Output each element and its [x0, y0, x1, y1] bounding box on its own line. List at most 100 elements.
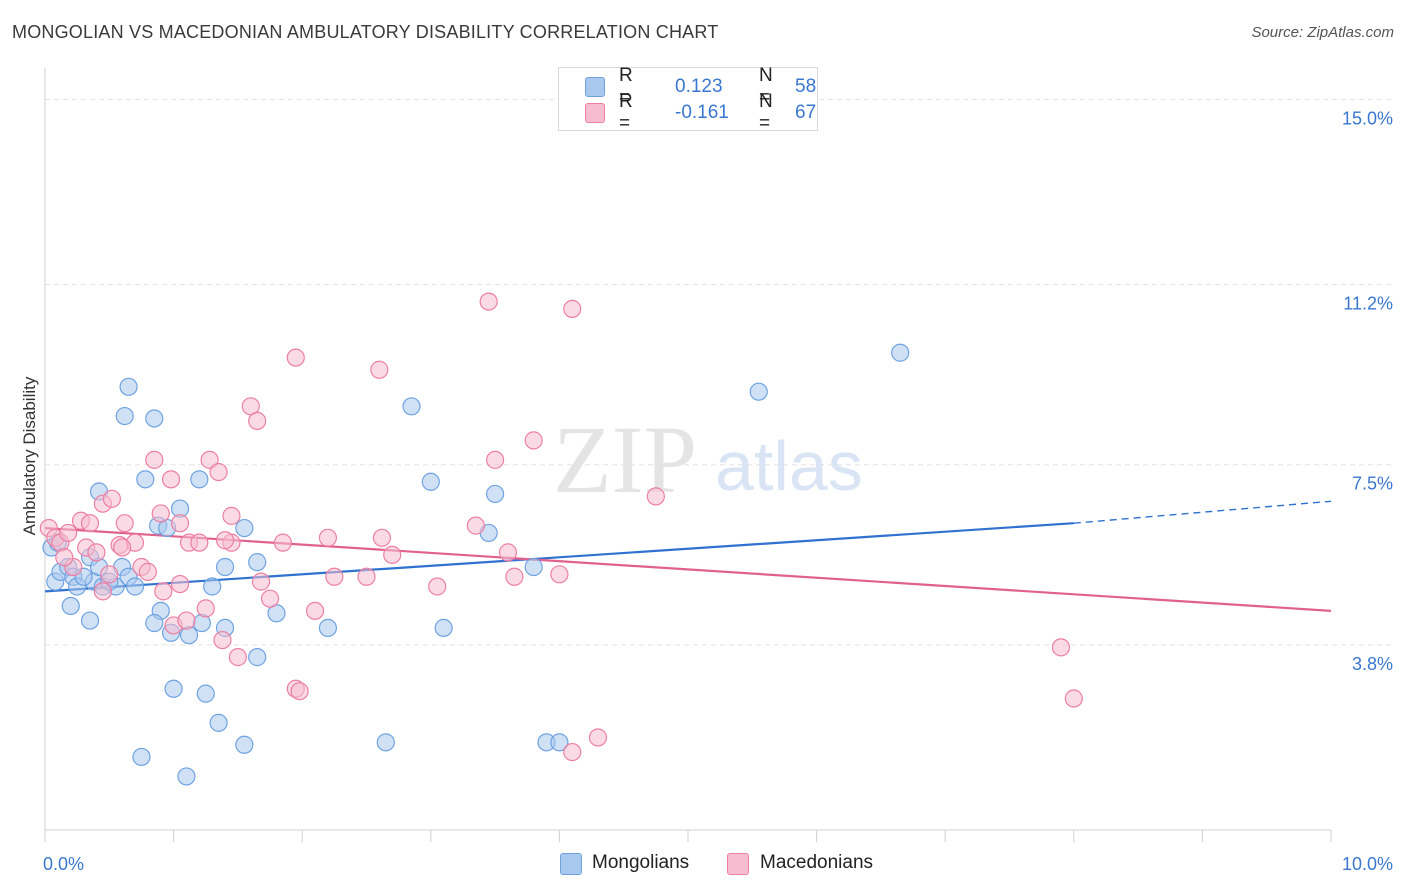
macedonian-point — [646, 487, 665, 506]
macedonian-point — [59, 523, 78, 543]
mongolian-point — [891, 343, 910, 362]
y-tick-label: 7.5% — [1352, 474, 1393, 494]
macedonian-point — [305, 601, 325, 620]
mongolian-point — [61, 596, 80, 616]
macedonian-point — [102, 489, 121, 508]
mongolian-point — [119, 377, 138, 396]
legend-n-value: 67 — [795, 102, 817, 123]
mongolian-point — [177, 767, 196, 786]
macedonian-point — [498, 543, 518, 562]
legend-swatch-macedonians — [727, 853, 749, 875]
watermark-atlas: atlas — [715, 427, 863, 505]
mongolian-point — [125, 577, 145, 596]
y-axis-title: Ambulatory Disability — [20, 376, 39, 535]
macedonian-point — [115, 514, 134, 533]
macedonian-point — [486, 450, 505, 469]
legend-label-macedonians: Macedonians — [760, 852, 874, 873]
macedonian-point — [479, 292, 498, 311]
macedonian-trend-line — [44, 526, 1332, 612]
macedonian-point — [113, 538, 132, 557]
macedonian-point — [1051, 638, 1071, 657]
y-tick-label: 3.8% — [1352, 654, 1393, 674]
mongolian-point — [421, 472, 440, 491]
chart-title: MONGOLIAN VS MACEDONIAN AMBULATORY DISAB… — [12, 22, 719, 42]
mongolian-point — [136, 470, 155, 489]
y-tick-label: 11.2% — [1343, 294, 1393, 314]
macedonian-point — [213, 630, 232, 650]
legend-swatch-pink — [585, 103, 605, 123]
macedonian-point — [260, 589, 280, 608]
x-tick-label: 10.0% — [1342, 854, 1393, 874]
y-tick-label: 15.0% — [1342, 108, 1393, 128]
mongolian-point — [550, 733, 569, 752]
macedonian-point — [372, 528, 392, 547]
legend-n-label: N = — [759, 91, 773, 134]
mongolian-point — [434, 618, 453, 637]
macedonian-point — [563, 299, 582, 318]
macedonian-point — [228, 648, 247, 667]
macedonian-point — [209, 462, 228, 482]
macedonian-point — [170, 574, 190, 594]
macedonian-point — [248, 411, 267, 431]
mongolian-point — [215, 557, 235, 577]
legend-swatch-blue — [585, 77, 605, 97]
mongolian-point — [132, 747, 151, 767]
mongolian-point — [248, 648, 267, 667]
macedonian-point — [80, 514, 100, 533]
macedonian-point — [524, 431, 543, 450]
mongolian-point — [524, 557, 543, 577]
macedonian-point — [145, 450, 164, 469]
macedonian-point — [505, 567, 524, 586]
legend-n-label: N = — [759, 65, 773, 108]
macedonian-point — [318, 528, 338, 547]
mongolian-trend-extension — [1073, 500, 1332, 524]
macedonian-point — [151, 504, 170, 523]
macedonian-point — [286, 348, 305, 367]
mongolian-point — [190, 470, 209, 489]
macedonian-point — [161, 470, 181, 489]
macedonian-point — [428, 577, 447, 596]
legend-swatch-mongolians — [560, 853, 582, 875]
mongolian-point — [145, 409, 164, 428]
mongolian-point — [749, 382, 768, 401]
macedonian-point — [325, 567, 344, 586]
mongolian-point — [248, 553, 267, 572]
mongolian-point — [209, 713, 228, 732]
mongolian-point — [402, 397, 421, 416]
legend-label-mongolians: Mongolians — [592, 852, 690, 873]
macedonian-point — [588, 728, 608, 747]
mongolian-point — [145, 613, 164, 633]
mongolian-point — [235, 735, 254, 754]
mongolian-point — [196, 684, 215, 703]
macedonian-point — [190, 533, 209, 552]
macedonian-point — [55, 548, 74, 567]
mongolian-point — [203, 577, 222, 596]
x-tick-label: 0.0% — [43, 854, 84, 874]
macedonian-point — [100, 565, 119, 584]
macedonian-point — [215, 531, 235, 550]
macedonian-point — [273, 533, 293, 552]
legend-r-value: -0.161 — [675, 102, 729, 123]
mongolian-point — [318, 618, 338, 637]
mongolian-point — [164, 679, 183, 698]
macedonian-point — [370, 360, 389, 379]
mongolian-point — [376, 733, 395, 752]
mongolian-point — [486, 484, 505, 504]
macedonian-point — [1064, 689, 1083, 708]
mongolian-point — [80, 611, 100, 630]
macedonian-point — [196, 599, 215, 618]
legend-r-label: R = — [619, 65, 633, 108]
macedonian-point — [93, 582, 112, 601]
macedonian-point — [222, 506, 241, 525]
mongolian-point — [235, 518, 254, 538]
legend-n-value: 58 — [795, 76, 817, 97]
macedonian-point — [563, 742, 582, 762]
macedonian-point — [466, 516, 485, 535]
macedonian-point — [87, 543, 106, 562]
macedonian-point — [550, 565, 569, 584]
macedonian-point — [383, 545, 402, 564]
legend-r-label: R = — [619, 91, 633, 134]
macedonian-point — [200, 450, 219, 469]
macedonian-point — [170, 514, 190, 533]
